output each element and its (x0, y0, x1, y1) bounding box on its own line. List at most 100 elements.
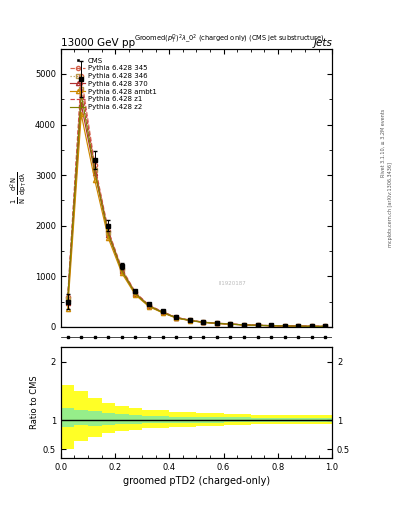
Pythia 6.428 z2 (323, 324, 328, 330)
Pythia 6.428 z1 (242, 322, 246, 328)
Pythia 6.428 370 (269, 323, 274, 329)
Pythia 6.428 346 (92, 167, 97, 173)
Text: 13000 GeV pp: 13000 GeV pp (61, 38, 135, 49)
Pythia 6.428 345 (269, 323, 274, 329)
Pythia 6.428 z1 (201, 319, 206, 325)
Pythia 6.428 z1 (133, 290, 138, 296)
Pythia 6.428 346 (323, 324, 328, 330)
Text: Rivet 3.1.10, ≥ 3.2M events: Rivet 3.1.10, ≥ 3.2M events (381, 109, 386, 178)
Pythia 6.428 z2 (160, 309, 165, 315)
Pythia 6.428 346 (282, 323, 287, 329)
Pythia 6.428 345 (323, 323, 328, 329)
Pythia 6.428 z1 (174, 314, 178, 321)
Pythia 6.428 345 (92, 162, 97, 168)
Pythia 6.428 345 (282, 323, 287, 329)
Pythia 6.428 346 (228, 321, 233, 327)
Pythia 6.428 z2 (174, 314, 178, 321)
Pythia 6.428 z1 (106, 229, 111, 235)
Pythia 6.428 z2 (309, 323, 314, 329)
Pythia 6.428 345 (296, 323, 301, 329)
Pythia 6.428 z1 (228, 321, 233, 327)
Pythia 6.428 346 (106, 230, 111, 237)
Pythia 6.428 370 (65, 300, 70, 306)
Pythia 6.428 ambt1 (296, 323, 301, 329)
Pythia 6.428 370 (119, 268, 124, 274)
Line: Pythia 6.428 z2: Pythia 6.428 z2 (68, 94, 325, 327)
Pythia 6.428 z1 (309, 323, 314, 329)
Pythia 6.428 z1 (255, 322, 260, 328)
Pythia 6.428 z1 (65, 294, 70, 301)
Pythia 6.428 345 (106, 228, 111, 234)
Pythia 6.428 346 (160, 309, 165, 315)
Pythia 6.428 z2 (147, 303, 151, 309)
Pythia 6.428 345 (174, 314, 178, 321)
Pythia 6.428 370 (92, 169, 97, 176)
Pythia 6.428 z2 (79, 91, 84, 97)
Pythia 6.428 346 (79, 86, 84, 92)
Pythia 6.428 345 (160, 309, 165, 315)
Pythia 6.428 z1 (323, 324, 328, 330)
Pythia 6.428 z1 (187, 317, 192, 323)
Pythia 6.428 346 (119, 267, 124, 273)
Pythia 6.428 ambt1 (65, 306, 70, 312)
Pythia 6.428 345 (215, 320, 219, 326)
Pythia 6.428 ambt1 (228, 321, 233, 327)
Line: Pythia 6.428 ambt1: Pythia 6.428 ambt1 (66, 112, 327, 329)
Pythia 6.428 ambt1 (187, 317, 192, 324)
Pythia 6.428 345 (228, 321, 233, 327)
Line: Pythia 6.428 370: Pythia 6.428 370 (66, 102, 327, 329)
Pythia 6.428 ambt1 (160, 310, 165, 316)
Pythia 6.428 ambt1 (147, 304, 151, 310)
Pythia 6.428 z1 (296, 323, 301, 329)
Pythia 6.428 z1 (215, 320, 219, 326)
Pythia 6.428 345 (201, 319, 206, 325)
Pythia 6.428 z2 (255, 322, 260, 328)
Line: Pythia 6.428 z1: Pythia 6.428 z1 (68, 84, 325, 327)
Pythia 6.428 346 (187, 317, 192, 324)
Pythia 6.428 ambt1 (255, 323, 260, 329)
Pythia 6.428 345 (242, 322, 246, 328)
Pythia 6.428 346 (309, 323, 314, 329)
Pythia 6.428 z1 (282, 323, 287, 329)
Pythia 6.428 346 (242, 322, 246, 328)
Pythia 6.428 345 (79, 73, 84, 79)
Pythia 6.428 z2 (296, 323, 301, 329)
Pythia 6.428 z1 (92, 164, 97, 170)
Pythia 6.428 z2 (282, 323, 287, 329)
Pythia 6.428 ambt1 (269, 323, 274, 329)
Pythia 6.428 370 (79, 101, 84, 108)
Text: Groomed$(p_T^D)^2\lambda\_0^2$ (charged only) (CMS jet substructure): Groomed$(p_T^D)^2\lambda\_0^2$ (charged … (134, 33, 325, 46)
Pythia 6.428 z1 (160, 309, 165, 315)
Pythia 6.428 z2 (65, 296, 70, 303)
Pythia 6.428 370 (296, 323, 301, 329)
Pythia 6.428 370 (133, 291, 138, 297)
Pythia 6.428 z2 (119, 268, 124, 274)
Text: II1920187: II1920187 (218, 281, 246, 286)
Line: Pythia 6.428 345: Pythia 6.428 345 (66, 74, 327, 329)
Pythia 6.428 370 (242, 322, 246, 328)
X-axis label: groomed pTD2 (charged-only): groomed pTD2 (charged-only) (123, 476, 270, 486)
Pythia 6.428 z2 (269, 323, 274, 329)
Pythia 6.428 ambt1 (323, 324, 328, 330)
Pythia 6.428 346 (201, 319, 206, 325)
Pythia 6.428 370 (106, 232, 111, 238)
Legend: CMS, Pythia 6.428 345, Pythia 6.428 346, Pythia 6.428 370, Pythia 6.428 ambt1, P: CMS, Pythia 6.428 345, Pythia 6.428 346,… (67, 55, 160, 113)
Pythia 6.428 ambt1 (282, 323, 287, 329)
Pythia 6.428 ambt1 (133, 292, 138, 298)
Pythia 6.428 ambt1 (201, 319, 206, 326)
Pythia 6.428 ambt1 (242, 322, 246, 328)
Pythia 6.428 z2 (92, 168, 97, 174)
Pythia 6.428 346 (147, 303, 151, 309)
Pythia 6.428 345 (309, 323, 314, 329)
Pythia 6.428 ambt1 (309, 323, 314, 329)
Pythia 6.428 ambt1 (106, 236, 111, 242)
Pythia 6.428 ambt1 (79, 111, 84, 117)
Pythia 6.428 345 (133, 289, 138, 295)
Pythia 6.428 370 (323, 324, 328, 330)
Pythia 6.428 346 (255, 322, 260, 328)
Y-axis label: Ratio to CMS: Ratio to CMS (30, 376, 39, 430)
Pythia 6.428 370 (160, 309, 165, 315)
Pythia 6.428 345 (65, 293, 70, 300)
Pythia 6.428 346 (65, 296, 70, 302)
Pythia 6.428 z2 (106, 231, 111, 237)
